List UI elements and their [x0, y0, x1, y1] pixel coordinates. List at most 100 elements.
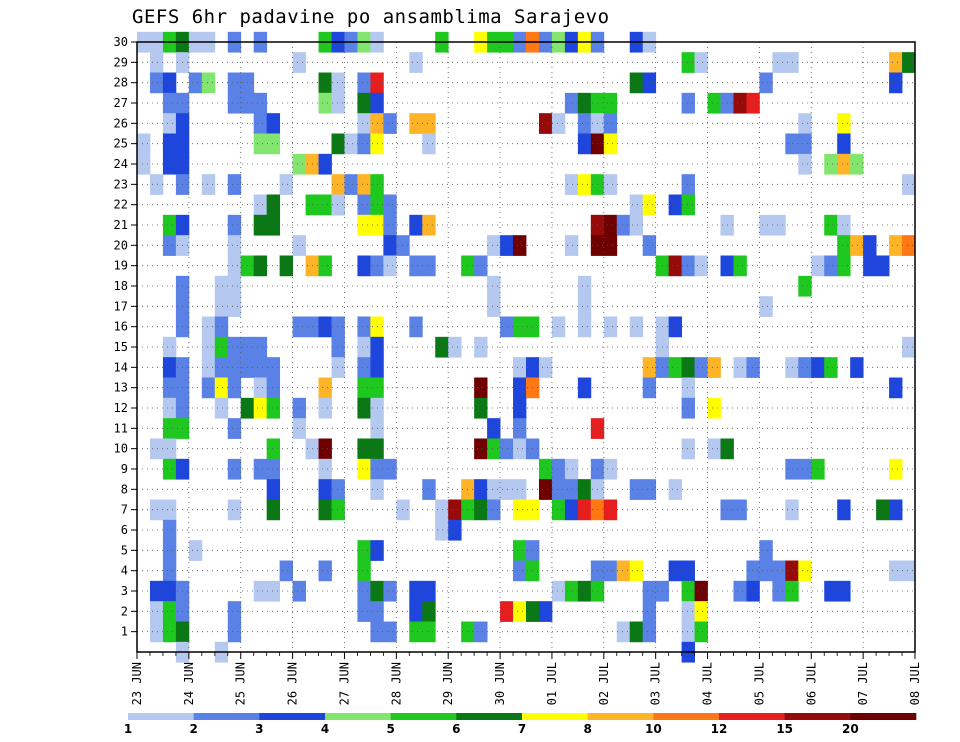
heatmap-cell [357, 540, 371, 561]
heatmap-cell [318, 194, 332, 216]
heatmap-cell [603, 499, 618, 521]
heatmap-cell [331, 92, 345, 114]
heatmap-cell [577, 499, 592, 521]
heatmap-cell [772, 580, 786, 602]
y-tick-label: 6 [121, 523, 128, 537]
heatmap-cell [357, 357, 371, 378]
heatmap-cell [889, 52, 903, 73]
heatmap-cell [681, 194, 695, 216]
x-tick-label: 27 JUN [337, 662, 351, 705]
heatmap-cell [759, 540, 773, 561]
heatmap-cell [201, 377, 216, 399]
legend-swatch [128, 713, 194, 720]
heatmap-cell [162, 438, 177, 460]
heatmap-cell [474, 621, 488, 643]
heatmap-cell [331, 316, 345, 338]
heatmap-cell [409, 255, 423, 277]
legend-label: 20 [842, 722, 859, 736]
heatmap-cell [564, 580, 579, 602]
heatmap-cell [538, 357, 553, 378]
heatmap-cell [266, 580, 281, 602]
y-tick-label: 13 [114, 381, 128, 395]
heatmap-cell [318, 153, 332, 175]
heatmap-cell [357, 92, 371, 114]
heatmap-cell [798, 153, 812, 175]
heatmap-cell [824, 153, 838, 175]
heatmap-cell [772, 560, 786, 582]
heatmap-cell [474, 397, 488, 419]
heatmap-cell [318, 92, 332, 114]
heatmap-cell [902, 174, 916, 195]
heatmap-cell [201, 357, 216, 378]
heatmap-cell [253, 397, 268, 419]
heatmap-cell [253, 336, 268, 358]
heatmap-cell [551, 113, 566, 134]
heatmap-cell [746, 357, 760, 378]
heatmap-cell [837, 580, 851, 602]
y-tick-label: 17 [114, 299, 128, 313]
heatmap-cell [577, 174, 592, 195]
heatmap-cell [383, 194, 397, 216]
heatmap-cell [837, 113, 851, 134]
heatmap-cell [513, 316, 527, 338]
legend-label: 2 [189, 722, 197, 736]
heatmap-cell [642, 377, 657, 399]
heatmap-cell [409, 113, 423, 134]
chart-title: GEFS 6hr padavine po ansamblima Sarajevo [132, 6, 610, 28]
heatmap-cell [162, 397, 177, 419]
heatmap-cell [707, 357, 721, 378]
heatmap-cell [227, 72, 242, 94]
heatmap-cell [798, 458, 812, 480]
heatmap-cell [500, 479, 514, 500]
heatmap-cell [409, 621, 423, 643]
heatmap-cell [733, 92, 747, 114]
heatmap-cell [357, 580, 371, 602]
heatmap-cell [668, 560, 682, 582]
heatmap-cell [357, 601, 371, 622]
heatmap-cell [214, 316, 229, 338]
heatmap-cell [733, 255, 747, 277]
heatmap-cell [266, 438, 281, 460]
heatmap-cell [331, 133, 345, 155]
y-tick-label: 10 [114, 442, 128, 456]
heatmap-cell [318, 560, 332, 582]
y-tick-label: 4 [121, 564, 128, 578]
heatmap-cell [227, 174, 242, 195]
y-tick-label: 29 [114, 55, 128, 69]
heatmap-cell [668, 194, 682, 216]
heatmap-cell [162, 560, 177, 582]
heatmap-cell [513, 540, 527, 561]
heatmap-cell [681, 377, 695, 399]
heatmap-cell [409, 580, 423, 602]
heatmap-cell [357, 133, 371, 155]
heatmap-cell [357, 72, 371, 94]
heatmap-cell [577, 377, 592, 399]
x-tick-label: 29 JUN [441, 662, 455, 705]
heatmap-cell [149, 621, 164, 643]
heatmap-cell [474, 377, 488, 399]
heatmap-cell [331, 72, 345, 94]
heatmap-cell [616, 621, 631, 643]
heatmap-cell [162, 621, 177, 643]
heatmap-cell [513, 601, 527, 622]
heatmap-cell [837, 255, 851, 277]
heatmap-cell [357, 458, 371, 480]
heatmap-cell [629, 214, 644, 236]
heatmap-cell [448, 336, 462, 358]
legend-label: 12 [711, 722, 728, 736]
heatmap-cell [422, 133, 436, 155]
heatmap-cell [409, 601, 423, 622]
heatmap-cell [318, 438, 332, 460]
heatmap-cell [318, 479, 332, 500]
heatmap-cell [668, 316, 682, 338]
heatmap-cell [474, 336, 488, 358]
heatmap-cell [253, 92, 268, 114]
heatmap-cell [551, 499, 566, 521]
y-tick-label: 15 [114, 340, 128, 354]
heatmap-cell [642, 235, 657, 256]
heatmap-cell [902, 560, 916, 582]
x-tick-label: 02 JUL [597, 662, 611, 705]
heatmap-cell [214, 397, 229, 419]
x-tick-label: 06 JUL [804, 662, 818, 705]
